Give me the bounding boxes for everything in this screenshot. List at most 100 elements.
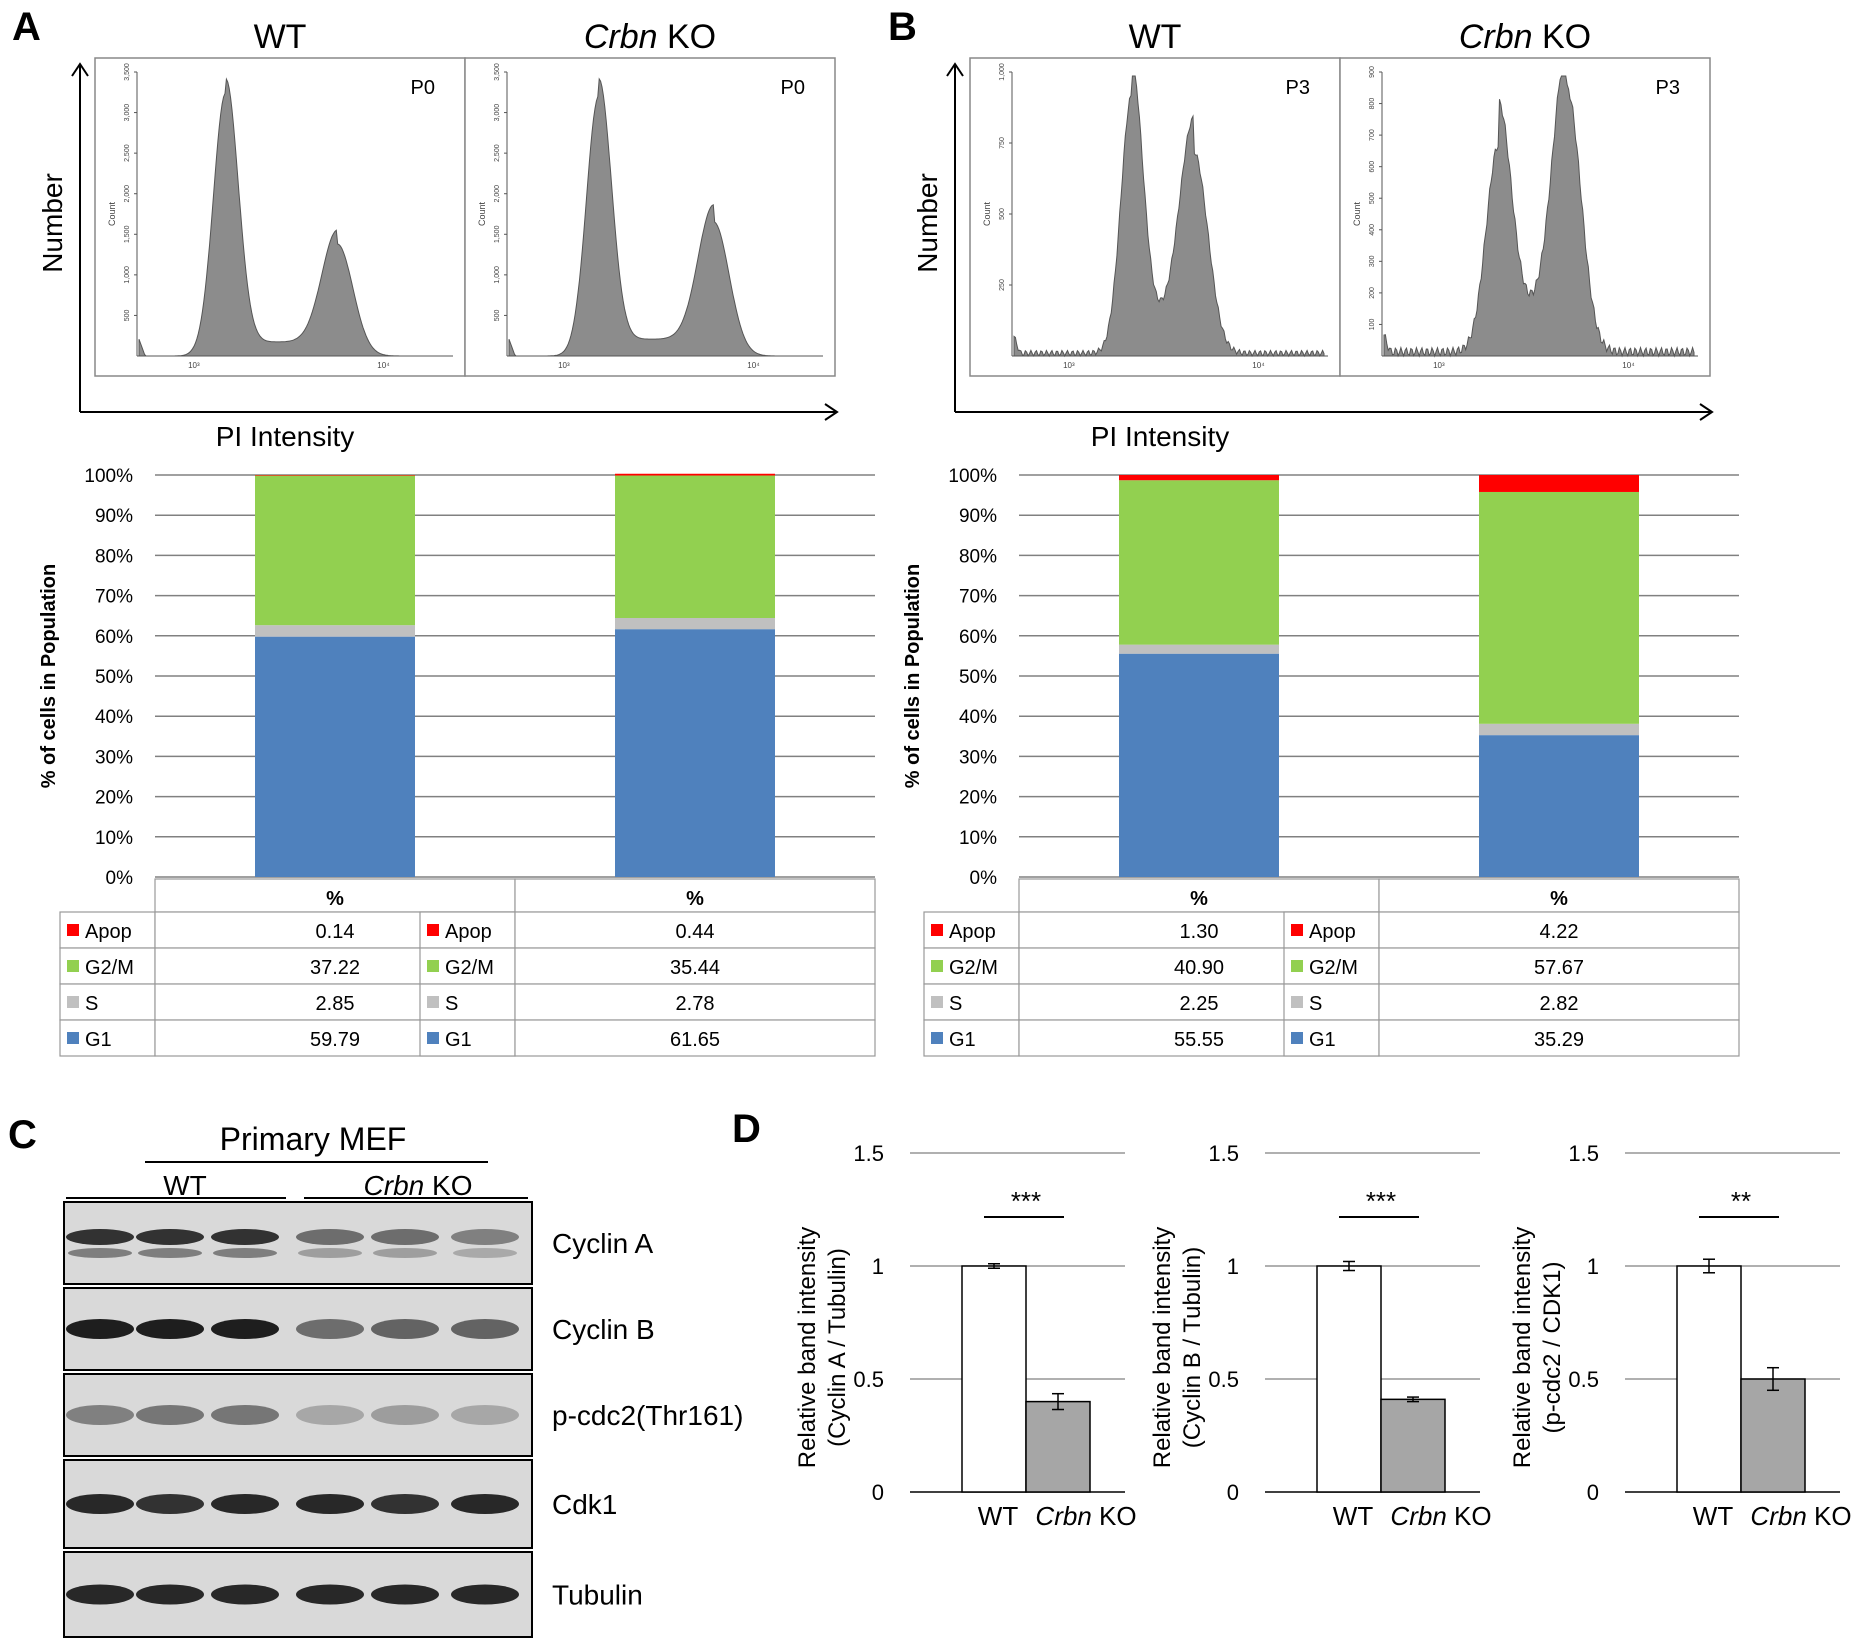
table-legend-swatch — [931, 960, 943, 972]
histogram-y-tick-label: 100 — [1369, 319, 1376, 331]
table-value-cell — [1378, 983, 1740, 1021]
histogram-y-tick-label: 1,000 — [124, 266, 131, 284]
histogram-x-tick-label: 10⁴ — [747, 361, 760, 370]
histogram-passage-tag: P0 — [411, 77, 435, 99]
stacked-chart-a: 0% 10% 20% 30% 40% 50% 60% 70% 80% 90% 100% % of ce… — [38, 466, 876, 1057]
table-value: 35.29 — [1534, 1029, 1584, 1051]
bar-category-ko: Crbn KO — [1035, 1501, 1136, 1531]
bar-y-tick-label: 0.5 — [1208, 1367, 1239, 1392]
stack-y-tick-label: 0% — [970, 868, 998, 889]
table-series-label: G1 — [85, 1029, 112, 1051]
blot-row-frame — [63, 1201, 533, 1285]
stack-segment-g1 — [1479, 735, 1639, 877]
table-series-label: S — [445, 993, 458, 1015]
table-series-label: G2/M — [445, 957, 494, 979]
stack-segment-apop — [615, 473, 775, 476]
table-value: 40.90 — [1174, 957, 1224, 979]
histogram-frame — [94, 57, 466, 377]
stack-segment-g1 — [255, 636, 415, 877]
table-value-cell — [514, 1019, 876, 1057]
bar-y-tick-label: 0.5 — [1568, 1367, 1599, 1392]
histogram-passage-tag: P3 — [1286, 77, 1310, 99]
table-series-label: Apop — [85, 921, 132, 943]
table-value: 59.79 — [310, 1029, 360, 1051]
panel-letter-b: B — [888, 5, 917, 49]
histogram-x-tick-label: 10⁴ — [377, 361, 390, 370]
stack-segment-apop — [255, 475, 415, 476]
histogram-y-tick-label: 1,500 — [124, 225, 131, 243]
table-legend-swatch — [427, 1032, 439, 1044]
histogram-y-tick-label: 500 — [494, 309, 501, 321]
blot-band — [296, 1405, 364, 1425]
table-value-cell — [1378, 911, 1740, 949]
table-legend-swatch — [427, 996, 439, 1008]
histogram-x-tick-label: 10⁴ — [1252, 361, 1265, 370]
histogram-outer-y-arrow — [71, 62, 89, 77]
histogram-distribution — [508, 77, 819, 357]
stack-y-tick-label: 90% — [959, 506, 997, 527]
histogram-y-tick-label: 250 — [999, 279, 1006, 291]
bar-ylabel-line1: Relative band intensity — [1509, 1227, 1536, 1468]
histogram-title: Crbn KO — [584, 18, 716, 56]
histogram-y-tick-label: 500 — [999, 208, 1006, 220]
histogram-outer-ylabel: Number — [912, 173, 943, 273]
blot-band — [211, 1405, 279, 1425]
blot-band-lower — [138, 1248, 202, 1258]
blot-band — [66, 1584, 134, 1605]
histogram-y-tick-label: 2,500 — [494, 144, 501, 162]
table-header-label: % — [1550, 888, 1568, 910]
table-value: 4.22 — [1540, 921, 1579, 943]
bar-ko — [1380, 1398, 1446, 1493]
table-legend-swatch — [931, 1032, 943, 1044]
bar-ko — [1740, 1378, 1806, 1493]
table-legend-swatch — [1291, 996, 1303, 1008]
histogram-y-tick-label: 600 — [1369, 161, 1376, 173]
histogram-y-tick-label: 200 — [1369, 287, 1376, 299]
table-legend-swatch — [427, 924, 439, 936]
bar-significance-label: ** — [1731, 1186, 1751, 1216]
blot-band — [136, 1405, 204, 1425]
table-header-label: % — [1190, 888, 1208, 910]
histogram-y-tick-label: 2,500 — [124, 144, 131, 162]
stack-y-tick-label: 30% — [95, 747, 133, 768]
histogram-y-tick-label: 3,500 — [124, 63, 131, 81]
blot-band — [296, 1229, 364, 1245]
bar-ylabel-line1: Relative band intensity — [794, 1227, 821, 1468]
histogram-outer-x-arrow — [824, 403, 839, 421]
table-series-label: G1 — [445, 1029, 472, 1051]
histogram-x-tick-label: 10³ — [558, 361, 570, 370]
histogram-inner-ylabel: Count — [982, 202, 992, 227]
table-series-label: G2/M — [949, 957, 998, 979]
blot-band — [66, 1494, 134, 1514]
table-header-cell — [1378, 878, 1740, 913]
histogram-title: WT — [254, 18, 307, 56]
table-value: 2.85 — [316, 993, 355, 1015]
table-series-label: G2/M — [85, 957, 134, 979]
panel-letter-c: C — [8, 1113, 37, 1157]
bar-category-wt: WT — [1333, 1501, 1374, 1531]
blot-band — [136, 1584, 204, 1605]
histogram-distribution — [138, 77, 449, 357]
histogram-y-tick-label: 700 — [1369, 129, 1376, 141]
bar-y-tick-label: 0.5 — [853, 1367, 884, 1392]
stack-y-tick-label: 20% — [95, 788, 133, 809]
table-header-label: % — [686, 888, 704, 910]
bar-ylabel-line2: (Cyclin B / Tubulin) — [1179, 1247, 1206, 1448]
stack-y-tick-label: 40% — [95, 707, 133, 728]
table-value: 0.14 — [316, 921, 355, 943]
histogram-group-a: WT P0 500 1,000 1,500 2,000 2,500 3,000 3,500 Cou… — [37, 18, 839, 452]
stack-segment-s — [615, 617, 775, 630]
table-value-cell — [1378, 1019, 1740, 1057]
table-series-label: S — [85, 993, 98, 1015]
bar-ylabel-line2: (p-cdc2 / CDK1) — [1539, 1261, 1566, 1433]
blot-band — [66, 1229, 134, 1245]
panel-letter-d: D — [732, 1107, 761, 1151]
histogram-y-tick-label: 1,000 — [999, 63, 1006, 81]
stack-segment-s — [1479, 723, 1639, 736]
stack-y-tick-label: 50% — [959, 667, 997, 688]
stack-y-tick-label: 70% — [959, 587, 997, 608]
table-series-label: Apop — [1309, 921, 1356, 943]
histogram-y-tick-label: 800 — [1369, 98, 1376, 110]
bar-y-tick-label: 1.5 — [1568, 1141, 1599, 1166]
